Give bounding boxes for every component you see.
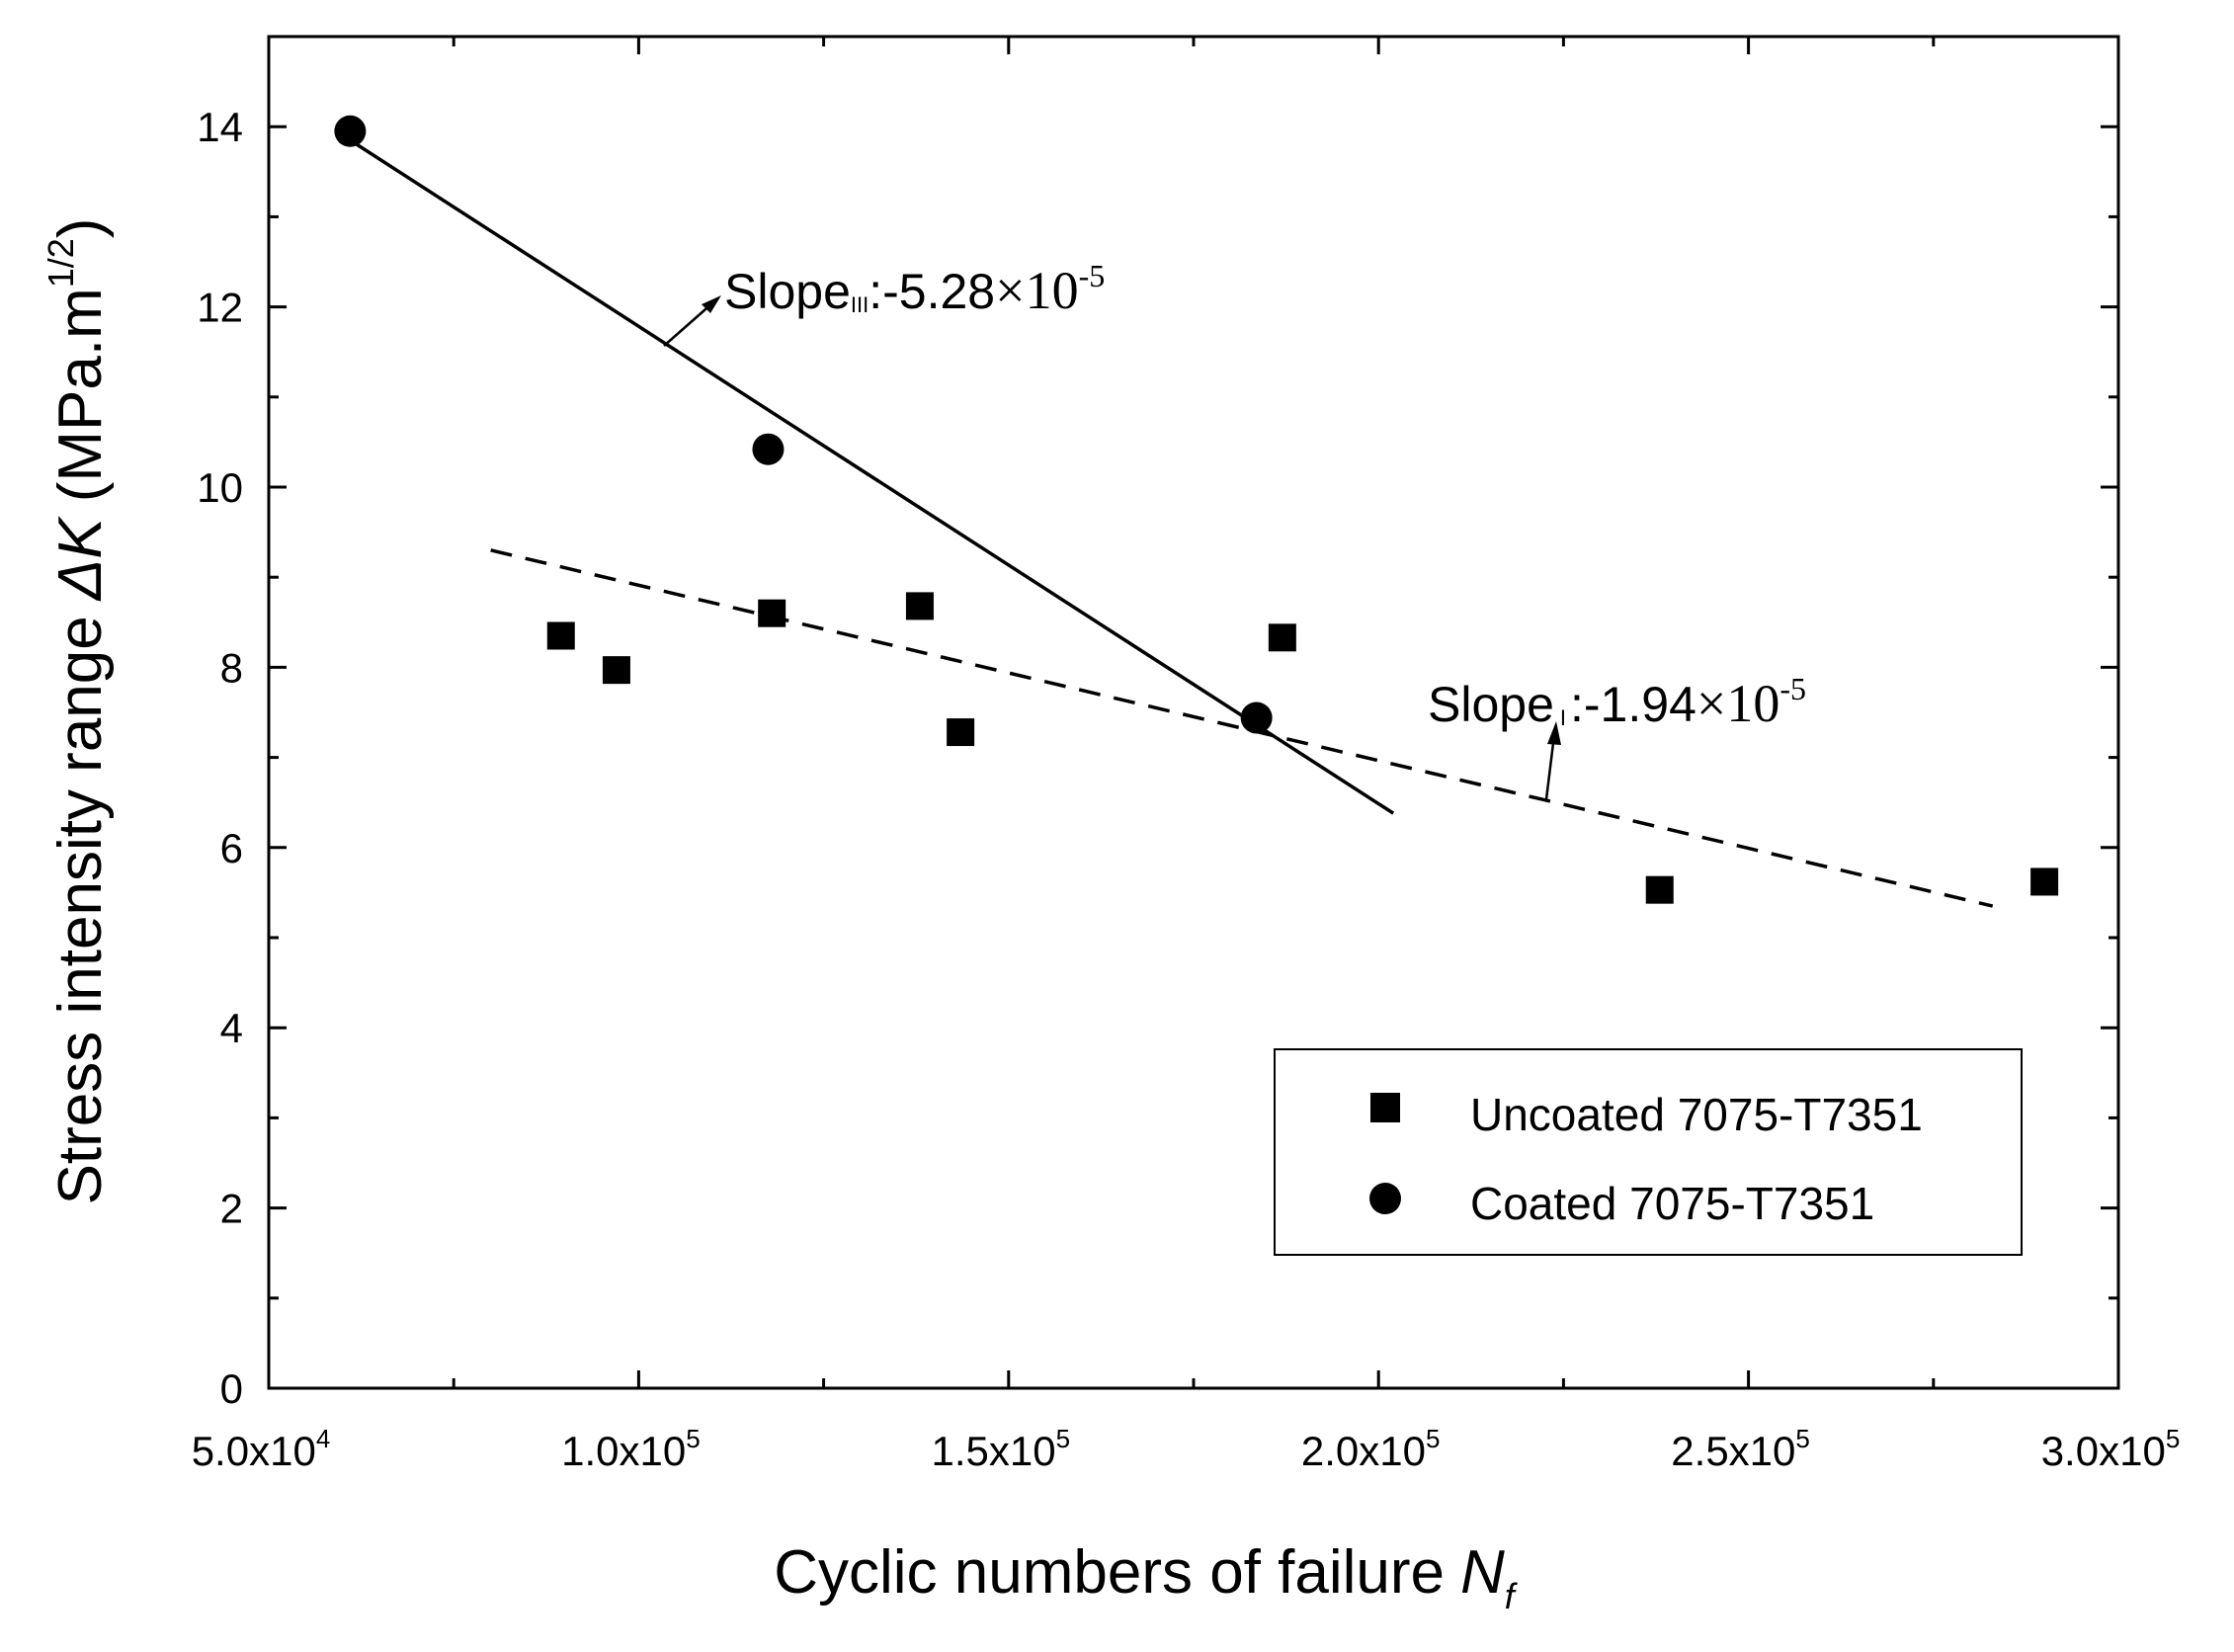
uncoated-point [947, 718, 975, 747]
slope-i-arrow-head [1547, 721, 1561, 745]
y-axis-title-unit-close: ) [46, 218, 115, 239]
slope-iii-exp: -5 [1079, 258, 1106, 293]
x-tick-exponent: 5 [2166, 1424, 2180, 1453]
legend-circle-marker [1369, 1183, 1401, 1214]
slope-iii-times: × [995, 261, 1025, 320]
x-tick-exponent: 5 [686, 1424, 700, 1453]
coated-point [752, 433, 785, 465]
x-tick-exponent: 5 [1426, 1424, 1440, 1453]
y-tick-label: 8 [220, 644, 243, 691]
coated-point [334, 115, 367, 147]
x-tick-exponent: 5 [1795, 1424, 1809, 1453]
slope-iii-subscript: III [851, 292, 869, 317]
y-axis-title: Stress intensity range ΔK (MPa.m1/2) [41, 218, 115, 1205]
x-axis-title-subscript: f [1505, 1576, 1519, 1616]
y-tick-label: 0 [220, 1365, 243, 1412]
y-tick-label: 2 [220, 1186, 243, 1232]
fit-lines [349, 138, 1994, 908]
x-axis-title-symbol: N [1460, 1538, 1505, 1607]
uncoated-point [1645, 875, 1674, 904]
slope-i-prefix: Slope [1428, 677, 1554, 732]
x-axis-title: Cyclic numbers of failure Nf [774, 1538, 1519, 1616]
slope-iii-annotation: SlopeIII:-5.28×10-5 [724, 258, 1105, 320]
slope-iii-arrow-head [702, 295, 721, 313]
uncoated-point [602, 656, 630, 685]
slope-iii-value: :-5.28 [869, 264, 995, 319]
legend: Uncoated 7075-T7351 Coated 7075-T7351 [1274, 1048, 2023, 1256]
x-tick-mantissa: 2.0x10 [1301, 1428, 1426, 1474]
legend-box [1274, 1048, 2023, 1256]
uncoated-point [905, 592, 934, 620]
x-tick-labels: 5.0x104 1.0x105 1.5x105 2.0x105 2.5x105 3.0x1… [192, 1424, 2181, 1474]
y-axis-title-unit-sup: 1/2 [41, 238, 81, 288]
uncoated-point [1268, 623, 1296, 652]
coated-point [1240, 702, 1273, 734]
y-axis-title-text: Stress intensity range [46, 616, 115, 1204]
slope-i-exp: -5 [1779, 671, 1806, 706]
legend-label-coated: Coated 7075-T7351 [1470, 1178, 1874, 1229]
x-tick-mantissa: 5.0x10 [192, 1428, 316, 1474]
legend-label-uncoated: Uncoated 7075-T7351 [1470, 1089, 1923, 1140]
slope-iii-prefix: Slope [724, 264, 851, 319]
x-tick-mantissa: 3.0x10 [2041, 1428, 2166, 1474]
slope-i-arrow-line [1544, 734, 1556, 800]
x-tick-mantissa: 1.5x10 [932, 1428, 1056, 1474]
uncoated-point [758, 599, 786, 627]
y-tick-label: 4 [220, 1005, 243, 1051]
x-tick-exponent: 5 [1056, 1424, 1070, 1453]
fit-line-dashed [490, 548, 1994, 908]
y-axis-title-unit: (MPa.m [46, 288, 115, 502]
slope-i-subscript: I [1560, 705, 1566, 730]
y-tick-label: 6 [220, 825, 243, 871]
slope-iii-base: 10 [1026, 261, 1079, 320]
x-tick-exponent: 4 [316, 1424, 330, 1453]
data-markers [334, 115, 2059, 904]
y-tick-label: 14 [197, 104, 243, 150]
x-tick-label: 1.0x105 [561, 1424, 701, 1474]
y-tick-label: 10 [197, 464, 243, 511]
y-tick-label: 12 [197, 285, 243, 331]
x-tick-mantissa: 2.5x10 [1671, 1428, 1795, 1474]
x-axis-title-text: Cyclic numbers of failure [774, 1538, 1445, 1607]
y-tick-labels: 0 2 4 6 8 10 12 14 [197, 104, 243, 1412]
slope-iii-arrow-line [663, 301, 714, 347]
x-tick-mantissa: 1.0x10 [561, 1428, 686, 1474]
fit-line-solid [349, 138, 1395, 815]
slope-i-annotation: Slope I:-1.94×10-5 [1428, 671, 1806, 733]
legend-square-marker [1370, 1093, 1400, 1122]
x-tick-label: 2.0x105 [1301, 1424, 1441, 1474]
slope-i-times: × [1696, 674, 1726, 733]
uncoated-point [2030, 867, 2059, 896]
annotation-arrows [663, 295, 1561, 800]
x-tick-label: 5.0x104 [192, 1424, 331, 1474]
x-tick-label: 3.0x105 [2041, 1424, 2181, 1474]
x-tick-label: 2.5x105 [1671, 1424, 1810, 1474]
slope-i-value: :-1.94 [1570, 677, 1696, 732]
uncoated-point [546, 621, 575, 650]
axis-ticks [267, 35, 2120, 1390]
y-axis-title-symbol: ΔK [46, 516, 115, 603]
x-tick-label: 1.5x105 [932, 1424, 1071, 1474]
slope-i-base: 10 [1726, 674, 1779, 733]
